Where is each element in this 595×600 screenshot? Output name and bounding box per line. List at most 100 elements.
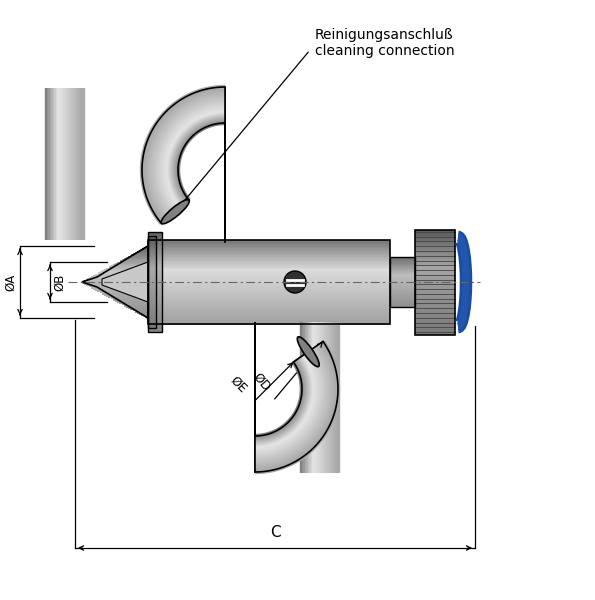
Bar xyxy=(137,312,148,314)
Bar xyxy=(148,244,390,246)
Bar xyxy=(148,271,390,272)
Bar xyxy=(148,265,162,268)
Bar xyxy=(148,254,156,256)
Bar xyxy=(148,262,390,264)
Bar xyxy=(148,310,390,312)
Bar xyxy=(390,305,415,307)
Bar xyxy=(148,277,156,280)
Bar xyxy=(415,303,455,305)
Bar xyxy=(148,317,156,319)
Bar xyxy=(390,290,415,292)
Bar xyxy=(415,317,455,319)
Bar xyxy=(148,285,156,287)
Bar xyxy=(390,266,415,268)
Bar xyxy=(146,247,148,249)
Bar xyxy=(148,245,390,247)
Bar xyxy=(143,248,148,250)
Bar xyxy=(148,289,162,291)
Bar xyxy=(126,258,148,260)
Bar xyxy=(390,292,415,293)
Bar xyxy=(148,276,156,278)
Bar xyxy=(415,231,455,233)
Bar xyxy=(148,252,162,254)
Bar xyxy=(126,257,148,259)
Bar xyxy=(415,263,455,265)
Bar xyxy=(148,266,390,269)
Bar xyxy=(139,313,148,315)
Bar xyxy=(148,322,156,324)
Bar xyxy=(124,259,148,261)
Bar xyxy=(120,302,148,304)
Bar xyxy=(415,240,455,242)
Bar xyxy=(128,307,148,309)
Bar xyxy=(111,298,148,299)
Bar xyxy=(111,266,148,268)
Bar xyxy=(148,280,156,283)
Bar xyxy=(148,293,156,295)
Bar xyxy=(148,244,162,246)
Bar xyxy=(102,270,148,272)
Polygon shape xyxy=(142,87,225,242)
Bar xyxy=(148,302,162,304)
Bar xyxy=(415,254,455,256)
Bar xyxy=(86,280,148,281)
Bar xyxy=(415,251,455,253)
Bar xyxy=(415,275,455,277)
Bar xyxy=(148,316,162,317)
Bar xyxy=(148,282,390,284)
Bar xyxy=(148,291,156,293)
Bar xyxy=(98,274,148,275)
Bar xyxy=(390,299,415,300)
Bar xyxy=(148,287,156,289)
Bar xyxy=(121,260,148,262)
Bar xyxy=(415,249,455,251)
Bar xyxy=(415,312,455,314)
Polygon shape xyxy=(82,246,148,318)
Bar xyxy=(148,241,162,242)
Bar xyxy=(148,279,390,281)
Bar xyxy=(148,308,156,310)
Bar xyxy=(148,262,156,264)
Bar xyxy=(148,293,390,295)
Bar xyxy=(148,321,390,323)
Bar xyxy=(148,265,390,267)
Bar xyxy=(148,256,162,257)
Bar xyxy=(148,290,390,292)
Bar xyxy=(415,245,455,247)
Text: C: C xyxy=(270,525,280,540)
Bar xyxy=(148,274,162,276)
Bar xyxy=(148,307,390,309)
Bar xyxy=(148,316,156,318)
Bar xyxy=(148,270,156,272)
Circle shape xyxy=(284,271,306,293)
Bar xyxy=(108,296,148,298)
Bar xyxy=(148,268,390,270)
Bar xyxy=(148,325,162,328)
Bar xyxy=(102,271,148,273)
Bar xyxy=(390,274,415,275)
Bar xyxy=(415,326,455,328)
Bar xyxy=(148,257,162,259)
Bar xyxy=(415,266,455,269)
Bar xyxy=(91,276,148,278)
Bar xyxy=(148,317,162,319)
Bar xyxy=(95,274,148,275)
Bar xyxy=(148,290,156,292)
Bar xyxy=(390,304,415,305)
Bar xyxy=(390,291,415,292)
Bar xyxy=(390,295,415,296)
Bar xyxy=(390,287,415,289)
Bar xyxy=(390,273,415,274)
Bar xyxy=(130,256,148,257)
Bar xyxy=(148,301,156,302)
Bar xyxy=(148,278,162,281)
Bar xyxy=(415,308,455,311)
Bar xyxy=(146,317,148,319)
Bar xyxy=(148,242,162,244)
Bar xyxy=(148,326,156,329)
Bar xyxy=(148,296,156,298)
Bar xyxy=(148,240,390,324)
Bar xyxy=(142,248,148,250)
Bar xyxy=(148,284,156,286)
Bar xyxy=(390,301,415,302)
